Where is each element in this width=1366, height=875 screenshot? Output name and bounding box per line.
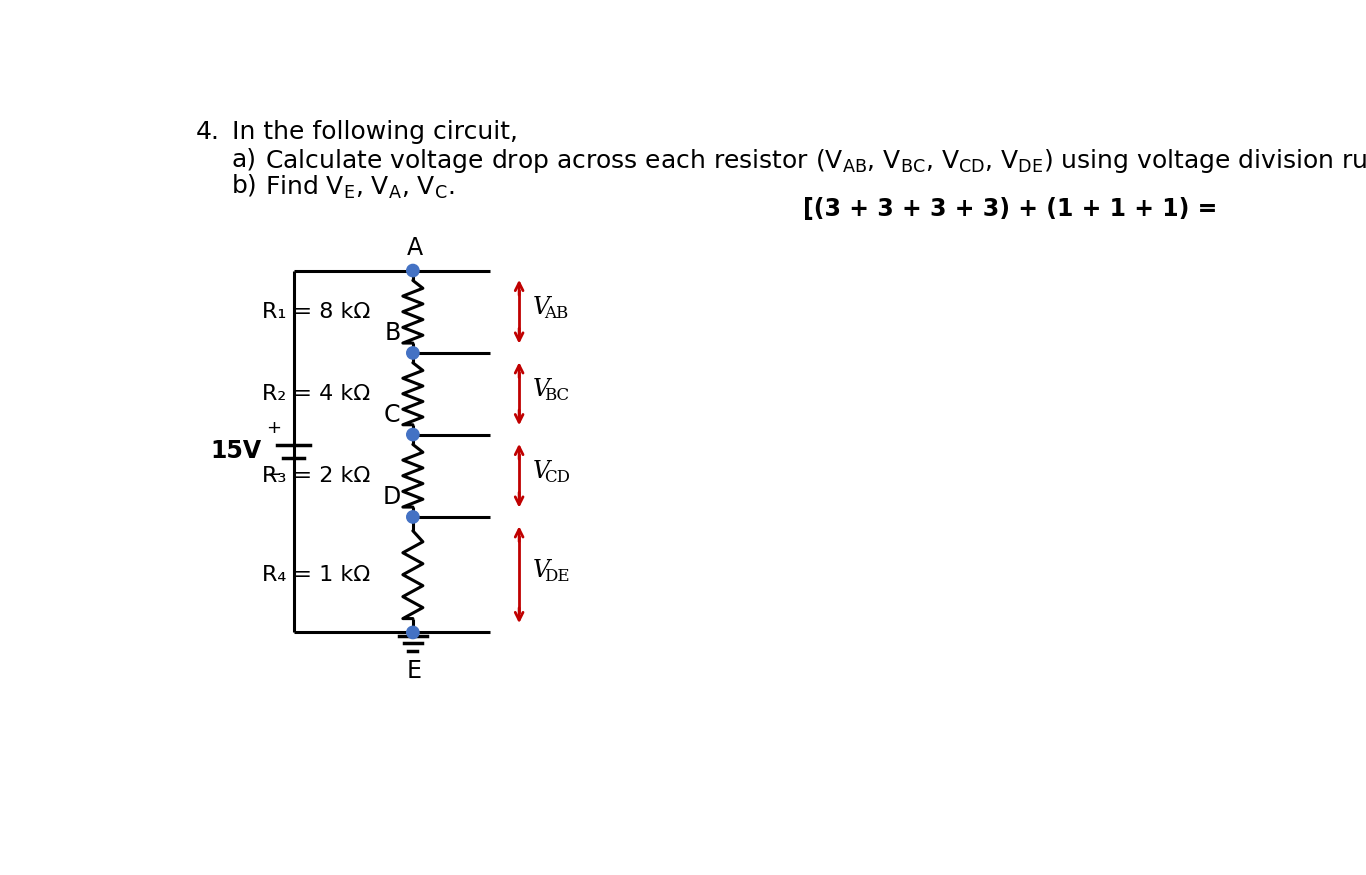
Text: AB: AB <box>545 304 568 322</box>
Text: R₃ = 2 kΩ: R₃ = 2 kΩ <box>262 466 370 486</box>
Text: [(3 + 3 + 3 + 3) + (1 + 1 + 1) =: [(3 + 3 + 3 + 3) + (1 + 1 + 1) = <box>803 198 1217 221</box>
Circle shape <box>407 429 419 441</box>
Circle shape <box>407 264 419 276</box>
Text: BC: BC <box>545 387 570 403</box>
Text: Calculate voltage drop across each resistor ($\mathregular{V_{AB}}$, $\mathregul: Calculate voltage drop across each resis… <box>265 147 1366 175</box>
Circle shape <box>407 346 419 359</box>
Text: D: D <box>382 486 400 509</box>
Text: R₂ = 4 kΩ: R₂ = 4 kΩ <box>262 384 370 403</box>
Text: A: A <box>406 235 422 260</box>
Text: 15V: 15V <box>210 439 261 464</box>
Text: In the following circuit,: In the following circuit, <box>232 121 518 144</box>
Text: Find $\mathregular{V_E}$, $\mathregular{V_A}$, $\mathregular{V_C}$.: Find $\mathregular{V_E}$, $\mathregular{… <box>265 173 455 200</box>
Text: C: C <box>384 402 400 427</box>
Text: V: V <box>533 296 550 318</box>
Text: DE: DE <box>545 568 570 584</box>
Circle shape <box>407 626 419 639</box>
Text: E: E <box>407 659 422 682</box>
Text: R₄ = 1 kΩ: R₄ = 1 kΩ <box>262 564 370 584</box>
Text: R₁ = 8 kΩ: R₁ = 8 kΩ <box>262 302 370 322</box>
Text: −: − <box>266 466 281 484</box>
Circle shape <box>407 511 419 523</box>
Text: V: V <box>533 378 550 401</box>
Text: B: B <box>384 321 400 346</box>
Text: CD: CD <box>545 469 571 486</box>
Text: V: V <box>533 558 550 582</box>
Text: 4.: 4. <box>195 121 220 144</box>
Text: V: V <box>533 459 550 483</box>
Text: a): a) <box>232 147 257 172</box>
Text: b): b) <box>232 173 258 198</box>
Text: +: + <box>266 419 281 437</box>
